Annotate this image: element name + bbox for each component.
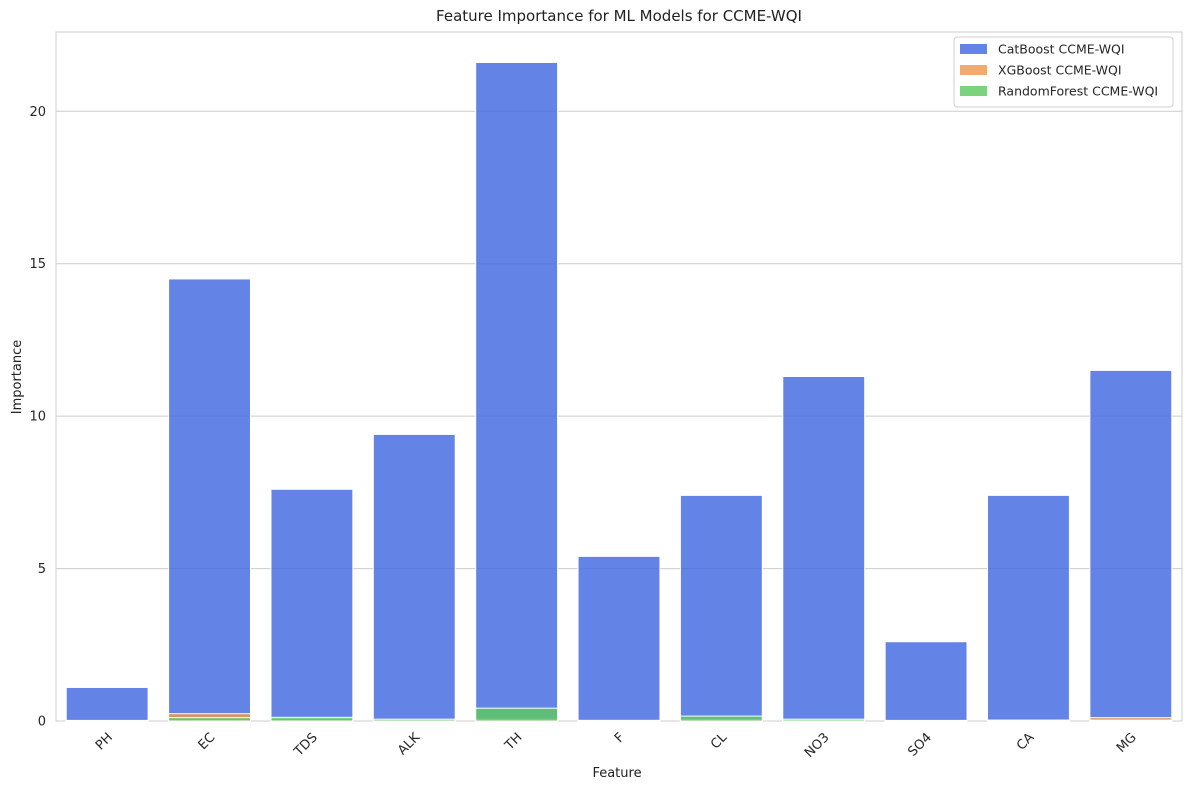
bar-series-3-th bbox=[475, 707, 559, 722]
bar-series-3-tds bbox=[270, 716, 354, 722]
bar-series-3-ca bbox=[987, 719, 1070, 722]
legend-swatch bbox=[960, 86, 987, 96]
bar-series-1-cl bbox=[679, 494, 763, 722]
bar-series-1-mg bbox=[1089, 369, 1173, 722]
legend-label: XGBoost CCME-WQI bbox=[998, 63, 1122, 78]
bar-series-1-ph bbox=[65, 686, 149, 722]
bar-series-3-alk bbox=[372, 718, 456, 722]
x-tick-label: MG bbox=[1114, 730, 1140, 756]
series-3 bbox=[65, 707, 1173, 722]
x-tick-label: F bbox=[612, 730, 628, 746]
bar-series-1-ec bbox=[168, 278, 251, 722]
x-tick-label: TDS bbox=[291, 730, 321, 760]
bar-series-1-alk bbox=[372, 433, 456, 722]
x-tick-label: PH bbox=[93, 730, 116, 753]
y-tick-label: 15 bbox=[29, 257, 46, 272]
legend-box bbox=[953, 36, 1174, 108]
bar-series-1-ca bbox=[987, 494, 1070, 722]
bar-series-3-f bbox=[577, 719, 661, 722]
y-tick-label: 20 bbox=[29, 105, 46, 120]
legend-swatch bbox=[960, 44, 987, 54]
bar-series-3-cl bbox=[679, 715, 763, 722]
x-tick-label: CA bbox=[1014, 730, 1037, 753]
legend-swatch bbox=[960, 65, 987, 75]
legend-label: RandomForest CCME-WQI bbox=[998, 84, 1158, 99]
y-axis-label: Importance bbox=[10, 340, 25, 415]
bar-series-1-so4 bbox=[884, 641, 968, 722]
x-tick-label: NO3 bbox=[802, 730, 833, 761]
x-tick-label: TH bbox=[502, 730, 526, 754]
x-tick-label: CL bbox=[708, 730, 731, 753]
bar-series-3-mg bbox=[1089, 719, 1173, 722]
series-1 bbox=[65, 61, 1173, 722]
x-tick-label: EC bbox=[196, 730, 219, 753]
bar-series-3-no3 bbox=[782, 718, 866, 722]
bar-series-3-ec bbox=[168, 717, 251, 722]
y-tick-label: 5 bbox=[38, 562, 46, 577]
x-tick-label: ALK bbox=[395, 730, 423, 758]
x-tick-label: SO4 bbox=[905, 730, 935, 760]
bar-series-1-tds bbox=[270, 488, 354, 722]
bar-series-1-th bbox=[475, 61, 559, 722]
x-axis-label: Feature bbox=[592, 766, 641, 781]
y-tick-label: 10 bbox=[29, 410, 46, 425]
bars bbox=[65, 61, 1173, 722]
y-tick-label: 0 bbox=[38, 715, 46, 730]
bar-series-1-no3 bbox=[782, 376, 866, 722]
legend-label: CatBoost CCME-WQI bbox=[998, 42, 1125, 57]
bar-series-1-f bbox=[577, 555, 661, 722]
chart-title: Feature Importance for ML Models for CCM… bbox=[436, 7, 802, 25]
legend: CatBoost CCME-WQI XGBoost CCME-WQI RandomF… bbox=[953, 36, 1174, 108]
